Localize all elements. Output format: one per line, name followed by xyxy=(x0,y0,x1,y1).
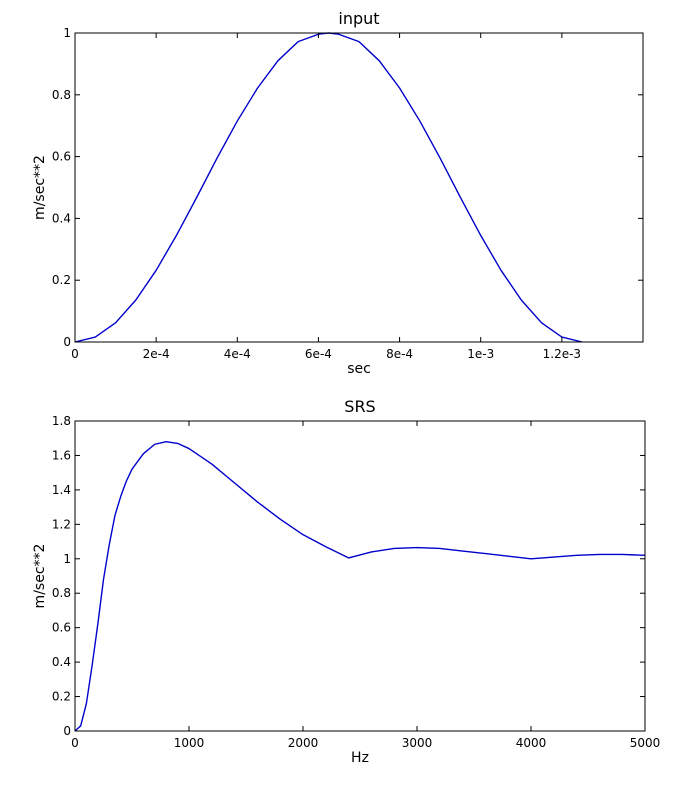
srs-x-axis-label: Hz xyxy=(351,750,369,766)
srs-y-axis-label: m/sec**2 xyxy=(32,544,48,609)
srs-x-tick-label: 1000 xyxy=(174,736,205,750)
input-chart-title: input xyxy=(338,9,379,28)
input-x-tick-label: 1e-3 xyxy=(467,347,494,361)
input-y-tick-label: 0 xyxy=(63,335,71,349)
input-plot: 0 2e-4 4e-4 6e-4 8e-4 1e-3 1.2e-3 0 0.2 0.4 0.6 0.8… xyxy=(32,9,644,377)
input-y-tick-label: 0.4 xyxy=(52,211,71,225)
srs-y-tick-label: 1 xyxy=(63,552,71,566)
srs-y-tick-label: 0.8 xyxy=(52,586,71,600)
srs-series-line xyxy=(74,440,646,732)
srs-x-tick-label: 4000 xyxy=(516,736,547,750)
input-x-tick-label: 0 xyxy=(71,347,79,361)
input-plot-frame xyxy=(74,32,644,343)
srs-x-tick-label: 0 xyxy=(71,736,79,750)
srs-plot-frame xyxy=(74,420,646,732)
srs-x-tick-label: 2000 xyxy=(288,736,319,750)
input-y-tick-label: 0.6 xyxy=(52,150,71,164)
input-series-line xyxy=(74,32,583,343)
srs-y-tick-label: 1.8 xyxy=(52,414,71,428)
srs-x-tick-label: 5000 xyxy=(630,736,661,750)
input-x-axis-label: sec xyxy=(347,361,371,377)
srs-y-tick-label: 1.2 xyxy=(52,517,71,531)
srs-plot: 0 1000 2000 3000 4000 5000 0 0.2 0.4 0.6 0.8 1 1.2 1.… xyxy=(32,397,660,766)
srs-y-tick-label: 0 xyxy=(63,724,71,738)
srs-y-tick-label: 0.4 xyxy=(52,655,71,669)
input-x-tick-label: 8e-4 xyxy=(386,347,413,361)
input-y-tick-label: 0.2 xyxy=(52,273,71,287)
srs-chart-title: SRS xyxy=(344,397,375,416)
input-x-tick-label: 4e-4 xyxy=(224,347,251,361)
input-x-tick-label: 1.2e-3 xyxy=(543,347,581,361)
input-x-tick-label: 2e-4 xyxy=(143,347,170,361)
srs-x-tick-label: 3000 xyxy=(402,736,433,750)
srs-y-tick-label: 1.4 xyxy=(52,483,71,497)
input-x-tick-label: 6e-4 xyxy=(305,347,332,361)
srs-y-tick-label: 1.6 xyxy=(52,448,71,462)
srs-y-tick-label: 0.2 xyxy=(52,690,71,704)
srs-y-tick-label: 0.6 xyxy=(52,621,71,635)
input-y-tick-label: 1 xyxy=(63,26,71,40)
input-y-axis-label: m/sec**2 xyxy=(32,155,48,220)
input-y-tick-label: 0.8 xyxy=(52,88,71,102)
